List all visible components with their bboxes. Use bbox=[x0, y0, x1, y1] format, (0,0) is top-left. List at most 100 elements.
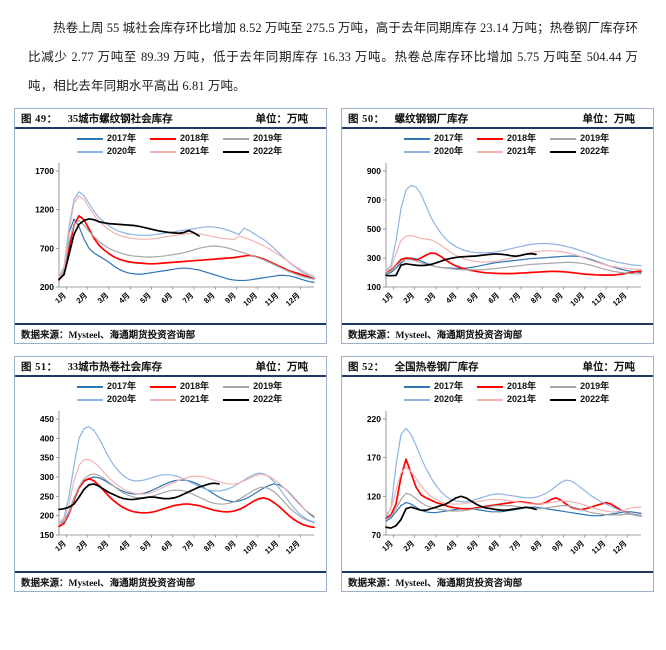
figure-title-49: 35城市螺纹钢社会库存 bbox=[67, 113, 173, 125]
legend-label: 2017年 bbox=[434, 381, 464, 391]
x-axis-tick-label: 11月 bbox=[263, 539, 280, 556]
legend-item-2018: 2018年 bbox=[477, 133, 536, 144]
legend-item-2020: 2020年 bbox=[404, 394, 463, 405]
y-axis-tick-label: 500 bbox=[367, 224, 381, 234]
chart-source-51: 数据来源：Mysteel、海通期货投资咨询部 bbox=[15, 571, 326, 591]
legend-label: 2021年 bbox=[180, 146, 210, 156]
legend-swatch-icon bbox=[77, 137, 103, 140]
chart-grid: 图 49： 35城市螺纹钢社会库存 单位：万吨 2017年 2018年 2019年 2… bbox=[14, 108, 654, 604]
x-axis-tick-label: 8月 bbox=[529, 291, 544, 305]
x-axis-tick-label: 7月 bbox=[181, 539, 196, 553]
x-axis-tick-label: 6月 bbox=[486, 291, 501, 305]
legend-item-2020: 2020年 bbox=[404, 146, 463, 157]
chart-plot-52: 2017年 2018年 2019年 2020年 2021年 2022年 70 120 170 2… bbox=[342, 377, 653, 571]
x-axis-tick-label: 7月 bbox=[508, 539, 523, 553]
chart-row-bottom: 图 51： 33城市热卷社会库存 单位：万吨 2017年 2018年 2019年 20… bbox=[14, 356, 654, 592]
legend-item-2021: 2021年 bbox=[477, 146, 536, 157]
legend-item-2018: 2018年 bbox=[150, 133, 209, 144]
legend-label: 2020年 bbox=[434, 394, 464, 404]
legend-label: 2019年 bbox=[580, 133, 610, 143]
x-axis-tick-label: 3月 bbox=[96, 291, 111, 305]
series-line-2019 bbox=[385, 258, 642, 275]
legend-label: 2019年 bbox=[253, 381, 283, 391]
x-axis-tick-label: 6月 bbox=[159, 291, 174, 305]
legend-label: 2021年 bbox=[180, 394, 210, 404]
series-line-2019 bbox=[58, 473, 315, 526]
chart-legend-52: 2017年 2018年 2019年 2020年 2021年 2022年 bbox=[404, 381, 609, 405]
x-axis-tick-label: 7月 bbox=[508, 291, 523, 305]
legend-swatch-icon bbox=[477, 150, 504, 153]
series-line-2022 bbox=[385, 495, 537, 529]
legend-label: 2019年 bbox=[253, 133, 283, 143]
y-axis-tick-label: 1200 bbox=[35, 205, 54, 215]
legend-label: 2022年 bbox=[580, 394, 610, 404]
x-axis-tick-label: 10月 bbox=[241, 539, 259, 556]
series-line-2020 bbox=[58, 426, 315, 524]
legend-item-2021: 2021年 bbox=[150, 146, 209, 157]
legend-swatch-icon bbox=[150, 137, 177, 140]
legend-swatch-icon bbox=[404, 398, 430, 401]
y-axis-tick-label: 150 bbox=[40, 530, 54, 540]
y-axis-tick-label: 250 bbox=[40, 491, 54, 501]
legend-item-2022: 2022年 bbox=[223, 146, 282, 157]
chart-panel-51: 图 51： 33城市热卷社会库存 单位：万吨 2017年 2018年 2019年 20… bbox=[14, 356, 327, 592]
legend-label: 2019年 bbox=[580, 381, 610, 391]
legend-swatch-icon bbox=[550, 137, 577, 140]
legend-item-2021: 2021年 bbox=[150, 394, 209, 405]
y-axis-tick-label: 900 bbox=[367, 166, 381, 176]
legend-swatch-icon bbox=[223, 150, 250, 153]
x-axis-tick-label: 4月 bbox=[444, 291, 459, 305]
chart-panel-52: 图 52： 全国热卷钢厂库存 单位：万吨 2017年 2018年 2019年 2020… bbox=[341, 356, 654, 592]
series-line-2022 bbox=[385, 252, 537, 277]
legend-item-2017: 2017年 bbox=[77, 381, 136, 392]
x-axis-tick-label: 1月 bbox=[53, 539, 68, 553]
legend-swatch-icon bbox=[404, 150, 430, 153]
legend-swatch-icon bbox=[77, 150, 103, 153]
y-axis-tick-label: 300 bbox=[367, 253, 381, 263]
series-line-2017 bbox=[58, 218, 315, 283]
chart-header-50: 图 50： 螺纹钢钢厂库存 单位：万吨 bbox=[342, 109, 653, 129]
legend-label: 2020年 bbox=[107, 394, 137, 404]
figure-number-50: 图 50： bbox=[348, 113, 385, 125]
line-chart-svg-52: 70 120 170 220 1月 2月 3月 4月 5月 6月 7月 8月 9月 10月 11月 12月 bbox=[367, 411, 642, 556]
figure-number-52: 图 52： bbox=[348, 361, 385, 373]
series-line-2018 bbox=[385, 252, 642, 276]
line-chart-svg-50: 100 300 500 700 900 1月 2月 3月 4月 5月 6月 7月 8月 9月 10月 11月 1… bbox=[367, 163, 642, 308]
legend-label: 2017年 bbox=[434, 133, 464, 143]
series-line-2022 bbox=[58, 482, 220, 511]
series-line-2021 bbox=[385, 234, 642, 273]
legend-swatch-icon bbox=[150, 385, 177, 388]
y-axis-tick-label: 700 bbox=[40, 243, 54, 253]
x-axis-tick-label: 8月 bbox=[529, 539, 544, 553]
x-axis-tick-label: 8月 bbox=[202, 291, 217, 305]
legend-item-2018: 2018年 bbox=[150, 381, 209, 392]
y-axis-tick-label: 300 bbox=[40, 472, 54, 482]
legend-item-2020: 2020年 bbox=[77, 394, 136, 405]
legend-swatch-icon bbox=[550, 150, 577, 153]
x-axis-tick-label: 11月 bbox=[263, 291, 280, 308]
series-line-2019 bbox=[385, 492, 642, 521]
chart-legend-49: 2017年 2018年 2019年 2020年 2021年 2022年 bbox=[77, 133, 282, 157]
y-axis-tick-label: 400 bbox=[40, 433, 54, 443]
series-line-2021 bbox=[58, 195, 315, 279]
x-axis-tick-label: 9月 bbox=[223, 291, 238, 305]
x-axis-tick-label: 5月 bbox=[465, 291, 480, 305]
x-axis-tick-label: 9月 bbox=[550, 539, 565, 553]
x-axis-tick-label: 2月 bbox=[401, 539, 416, 553]
legend-swatch-icon bbox=[550, 398, 577, 401]
series-line-2020 bbox=[385, 427, 642, 518]
figure-unit-49: 单位：万吨 bbox=[255, 113, 309, 125]
legend-swatch-icon bbox=[223, 398, 250, 401]
legend-label: 2018年 bbox=[507, 381, 537, 391]
legend-label: 2017年 bbox=[107, 381, 137, 391]
legend-label: 2021年 bbox=[507, 394, 537, 404]
x-axis-tick-label: 1月 bbox=[53, 291, 68, 305]
legend-swatch-icon bbox=[77, 385, 103, 388]
x-axis-tick-label: 10月 bbox=[568, 291, 586, 308]
legend-label: 2021年 bbox=[507, 146, 537, 156]
y-axis-tick-label: 220 bbox=[367, 414, 381, 424]
x-axis-tick-label: 1月 bbox=[380, 291, 395, 305]
legend-item-2022: 2022年 bbox=[223, 394, 282, 405]
legend-item-2021: 2021年 bbox=[477, 394, 536, 405]
legend-label: 2020年 bbox=[107, 146, 137, 156]
